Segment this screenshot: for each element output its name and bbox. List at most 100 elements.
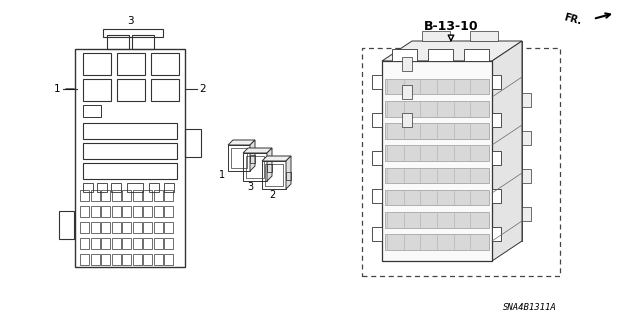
Bar [117,53,145,75]
Bar [111,190,120,201]
Bar [143,254,152,265]
Bar [470,31,498,41]
Bar [267,164,272,172]
Bar [250,155,255,163]
Bar [122,238,131,249]
Bar [228,145,250,171]
Bar [83,183,93,192]
Bar [265,164,283,186]
Bar [80,206,89,217]
Text: FR.: FR. [563,12,583,26]
Bar [101,190,110,201]
Text: 1: 1 [219,170,225,180]
Polygon shape [412,41,522,241]
Bar [246,156,264,178]
Text: B-13-10: B-13-10 [424,19,478,33]
Bar [164,238,173,249]
Bar [372,227,382,241]
Bar [154,222,163,233]
Bar [385,123,489,139]
Bar [132,35,154,49]
Bar [122,254,131,265]
Polygon shape [250,140,255,171]
Bar [385,167,489,183]
Bar [492,189,501,203]
Bar [382,61,492,261]
Bar [164,206,173,217]
Bar [372,75,382,89]
Bar [492,227,501,241]
Bar [362,48,560,276]
Bar [385,190,489,205]
Bar [132,222,141,233]
Bar [132,206,141,217]
Bar [402,113,412,127]
Bar [143,190,152,201]
Bar [83,53,111,75]
Bar [143,238,152,249]
Polygon shape [492,41,522,261]
Polygon shape [243,148,272,153]
Bar [492,75,501,89]
Bar [132,190,141,201]
Bar [262,161,286,189]
Text: 3: 3 [247,182,253,192]
Bar [111,206,120,217]
Bar [372,113,382,127]
Text: 2: 2 [269,190,275,200]
Bar [111,222,120,233]
Bar [111,254,120,265]
Bar [164,190,173,201]
Bar [83,79,111,101]
Bar [97,183,107,192]
Bar [464,49,489,61]
Bar [83,123,177,139]
Text: 2: 2 [200,84,206,94]
Bar [101,254,110,265]
Bar [117,79,145,101]
Bar [143,206,152,217]
Text: SNA4B1311A: SNA4B1311A [503,303,557,313]
Bar [185,129,201,157]
Bar [164,222,173,233]
Bar [90,190,99,201]
Bar [83,163,177,179]
Bar [111,238,120,249]
Bar [164,183,174,192]
Bar [385,79,489,94]
Bar [385,101,489,116]
Bar [122,222,131,233]
Polygon shape [267,148,272,181]
Bar [101,206,110,217]
Bar [143,222,152,233]
Polygon shape [262,156,291,161]
Bar [492,113,501,127]
Bar [392,49,417,61]
Bar [90,206,99,217]
Bar [80,254,89,265]
Bar [231,148,247,168]
Bar [428,49,453,61]
Bar [522,169,531,183]
Bar [154,254,163,265]
Bar [122,190,131,201]
Bar [80,222,89,233]
Bar [385,234,489,250]
Bar [59,211,74,239]
Bar [402,57,412,71]
Bar [127,183,143,192]
Bar [164,254,173,265]
Bar [75,49,185,267]
Bar [80,238,89,249]
Bar [90,238,99,249]
Bar [83,143,177,159]
Bar [132,254,141,265]
Bar [402,85,412,99]
Bar [372,151,382,165]
Bar [151,53,179,75]
Bar [154,190,163,201]
Polygon shape [228,140,255,145]
Bar [103,29,163,37]
Bar [83,105,101,117]
Bar [101,222,110,233]
